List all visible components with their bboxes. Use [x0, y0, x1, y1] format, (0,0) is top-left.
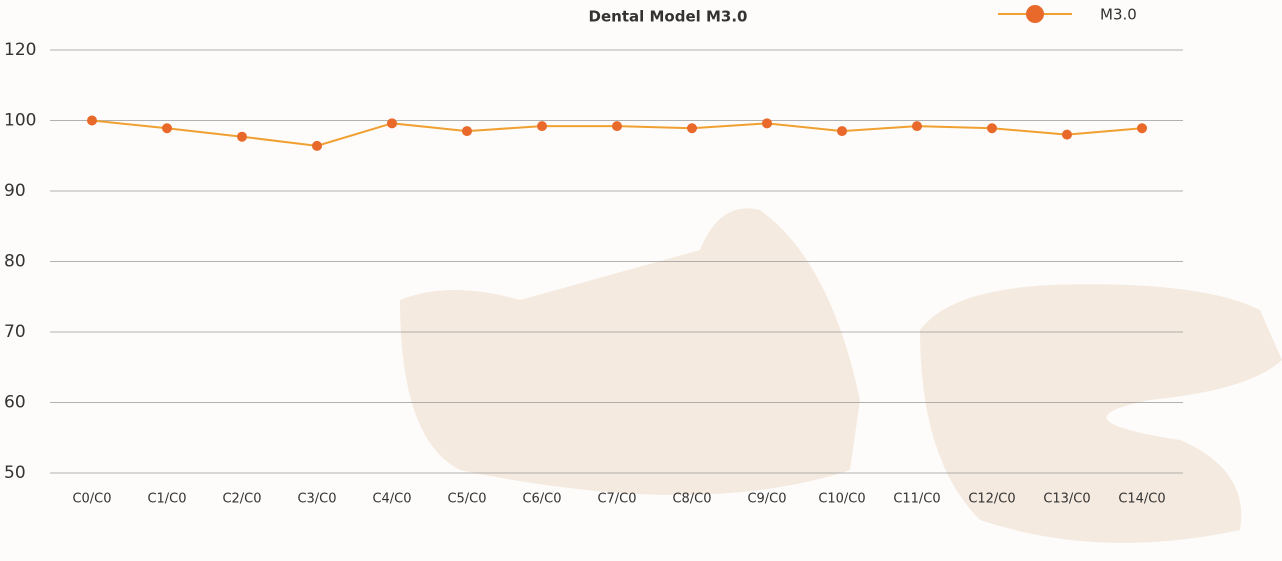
x-tick-label: C11/C0 [893, 492, 940, 507]
y-tick-label: 50 [4, 463, 26, 483]
point [987, 123, 997, 133]
y-tick-label: 80 [4, 252, 26, 272]
y-tick-label: 100 [4, 111, 36, 131]
point [162, 123, 172, 133]
x-tick-label: C0/C0 [72, 492, 111, 507]
point [1062, 130, 1072, 140]
y-tick-label: 60 [4, 393, 26, 413]
point [762, 118, 772, 128]
x-tick-label: C6/C0 [522, 492, 561, 507]
point [237, 132, 247, 142]
point [612, 121, 622, 131]
point [687, 123, 697, 133]
x-tick-label: C10/C0 [818, 492, 865, 507]
x-tick-label: C8/C0 [672, 492, 711, 507]
point [462, 126, 472, 136]
x-tick-label: C13/C0 [1043, 492, 1090, 507]
legend-marker [1026, 5, 1044, 23]
chart-title: Dental Model M3.0 [589, 8, 748, 26]
point [912, 121, 922, 131]
x-tick-label: C12/C0 [968, 492, 1015, 507]
point [1137, 123, 1147, 133]
x-tick-label: C3/C0 [297, 492, 336, 507]
point [537, 121, 547, 131]
x-tick-label: C5/C0 [447, 492, 486, 507]
point [837, 126, 847, 136]
x-tick-label: C1/C0 [147, 492, 186, 507]
legend-label: M3.0 [1100, 6, 1137, 24]
point [387, 118, 397, 128]
x-tick-label: C7/C0 [597, 492, 636, 507]
chart: Dental Model M3.0 50 60 70 80 90 100 120 C0/C0 C… [0, 0, 1282, 561]
y-tick-label: 120 [4, 40, 36, 60]
x-tick-label: C2/C0 [222, 492, 261, 507]
x-tick-label: C9/C0 [747, 492, 786, 507]
y-tick-label: 90 [4, 181, 26, 201]
x-tick-label: C4/C0 [372, 492, 411, 507]
page: {"chart_data": {"type": "line", "title":… [0, 0, 1282, 561]
point [87, 116, 97, 126]
point [312, 141, 322, 151]
x-tick-label: C14/C0 [1118, 492, 1165, 507]
y-tick-label: 70 [4, 322, 26, 342]
